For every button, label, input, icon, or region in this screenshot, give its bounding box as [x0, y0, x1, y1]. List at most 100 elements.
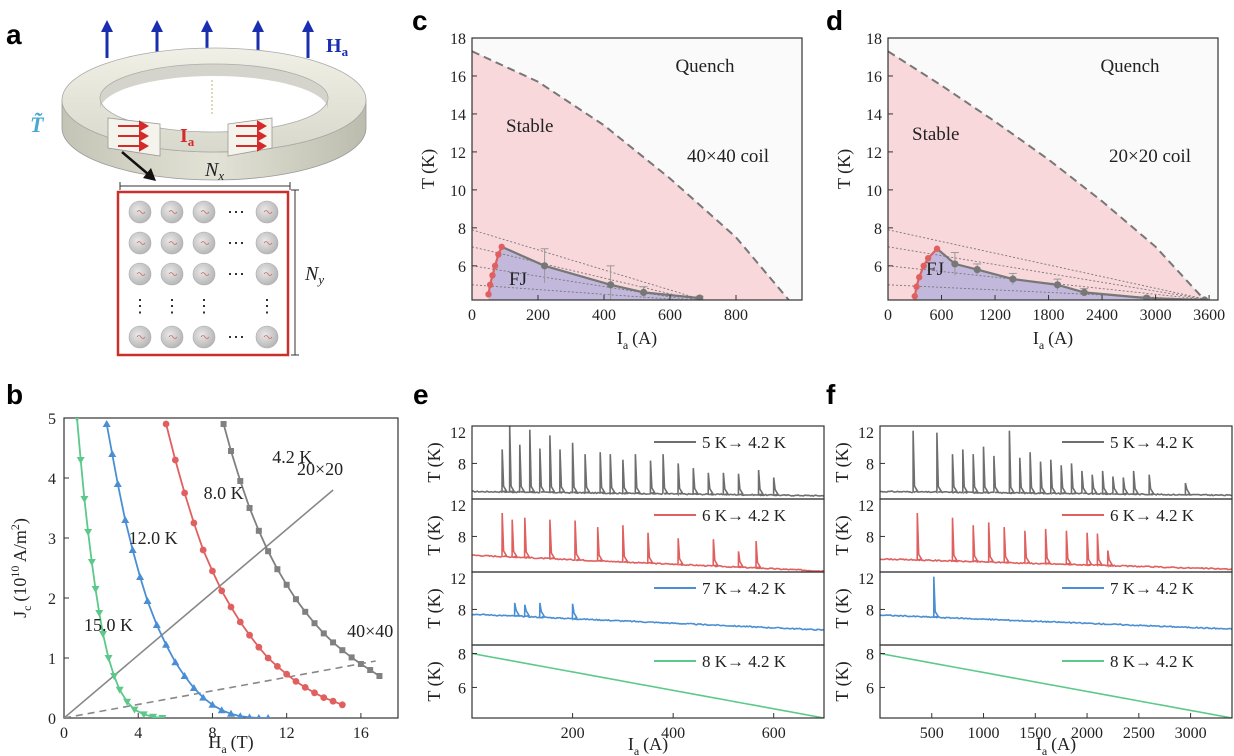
- wire-strand: [255, 325, 279, 349]
- data-point: [74, 418, 80, 422]
- x-tick-label: 3000: [1175, 725, 1207, 742]
- x-axis-label: Ia (A): [628, 734, 668, 756]
- y-axis-label: T (K): [424, 661, 445, 701]
- load-line: [64, 489, 334, 718]
- plot-frame: [887, 37, 1219, 301]
- temperature-trace: [472, 426, 824, 497]
- data-point: [338, 701, 346, 709]
- x-tick-label: 0: [60, 725, 68, 742]
- data-point: [265, 714, 271, 718]
- y-axis-label: T (K): [834, 149, 855, 189]
- data-point: [273, 663, 281, 670]
- wire-strand: [128, 325, 152, 349]
- y-tick-label: 6: [458, 259, 466, 276]
- x-axis-label-main: I: [1036, 734, 1042, 754]
- x-tick-label: 12: [279, 725, 295, 742]
- data-point: [110, 673, 119, 680]
- current-label: Ia: [180, 125, 195, 149]
- data-point: [933, 245, 941, 252]
- panel-c: c 0 200 400 600 800 6 8 10 12 14 16 18 Ia (A) T (K) Quen…: [412, 5, 803, 352]
- quench-boundary: [888, 50, 1206, 300]
- y-tick-label: 16: [450, 69, 466, 86]
- data-point: [162, 420, 170, 428]
- quench-label: Quench: [675, 56, 735, 77]
- y-tick-label: 12: [858, 425, 874, 442]
- data-point: [236, 712, 244, 718]
- data-point: [541, 262, 549, 270]
- data-point: [1053, 281, 1062, 289]
- data-point: [209, 567, 216, 575]
- wire-core-mark: [136, 210, 146, 214]
- wire-core-mark: [136, 272, 146, 276]
- data-point: [108, 450, 117, 457]
- y-tick-label: 8: [458, 456, 466, 473]
- x-tick-label: 2500: [1123, 725, 1155, 742]
- guide-line: [472, 284, 684, 300]
- x-tick-label: 600: [658, 307, 682, 324]
- data-point: [162, 640, 171, 648]
- y-tick-label: 12: [450, 571, 466, 588]
- data-point: [228, 448, 234, 454]
- panel-a: a Ha T̃: [6, 19, 367, 357]
- y-tick-label: 10: [866, 183, 882, 200]
- wire-strand: [255, 231, 279, 255]
- y-axis-label: T (K): [424, 442, 445, 482]
- temperature-trace: [880, 576, 1232, 631]
- x-axis-label-main: I: [617, 328, 623, 348]
- legend-label: 8 K→ 4.2 K: [1110, 652, 1195, 671]
- data-point: [139, 711, 148, 718]
- data-point: [973, 266, 981, 274]
- data-point: [190, 519, 198, 527]
- stable-region: [472, 51, 789, 300]
- plot-frame: [63, 417, 399, 719]
- data-point: [76, 457, 85, 464]
- subplot-frame: [471, 644, 825, 719]
- data-point: [283, 581, 290, 588]
- data-point: [376, 673, 383, 679]
- x-tick-label: 1200: [979, 307, 1011, 324]
- y-tick-label: 8: [866, 646, 874, 663]
- data-point: [84, 529, 93, 536]
- wire-core-mark: [168, 272, 178, 276]
- y-axis-label-ylabel_exp2: 2: [8, 524, 22, 530]
- x-tick-label: 1500: [1019, 725, 1051, 742]
- data-point: [123, 698, 132, 706]
- col-vdots: ⋮: [163, 296, 181, 316]
- data-point: [640, 288, 648, 297]
- y-tick-label: 8: [866, 529, 874, 546]
- y-tick-label: 12: [450, 425, 466, 442]
- y-tick-label: 8: [866, 602, 874, 619]
- guide-line: [472, 265, 690, 300]
- y-tick-label: 12: [450, 145, 466, 162]
- data-point: [227, 603, 235, 611]
- data-point: [181, 489, 189, 497]
- row-ellipsis: ⋯: [227, 327, 245, 347]
- wire-core-mark: [263, 210, 273, 214]
- panel-f: f 8 12 T (K) 5 K→ 4.2 K 8 12 T (K) 6 K→ 4.2 K 8 12…: [826, 379, 1233, 756]
- temperature-trace: [880, 430, 1232, 497]
- load-line: [64, 660, 376, 718]
- wire-strand: [192, 262, 216, 286]
- plot-area: [472, 50, 790, 300]
- data-point: [87, 559, 96, 566]
- subplot-frame: [879, 644, 1233, 719]
- plot-area: [472, 602, 824, 632]
- fj-region: [914, 248, 1205, 300]
- data-point: [128, 546, 137, 553]
- data-point: [158, 715, 167, 718]
- data-point: [311, 689, 318, 697]
- data-point: [495, 251, 502, 258]
- row-ellipsis: ⋯: [227, 202, 245, 222]
- data-point: [911, 293, 918, 300]
- y-tick-label: 8: [874, 221, 882, 238]
- wire-core-mark: [136, 335, 146, 339]
- wire-strand: [160, 231, 184, 255]
- temperature-trace: [472, 652, 824, 718]
- ny-label: Ny: [304, 263, 324, 287]
- data-point: [199, 693, 208, 701]
- plot-area: [880, 652, 1232, 718]
- data-point: [220, 421, 227, 427]
- series-label: 15.0 K: [84, 615, 133, 635]
- x-axis-label-sub: a: [221, 742, 227, 756]
- data-point: [924, 255, 932, 262]
